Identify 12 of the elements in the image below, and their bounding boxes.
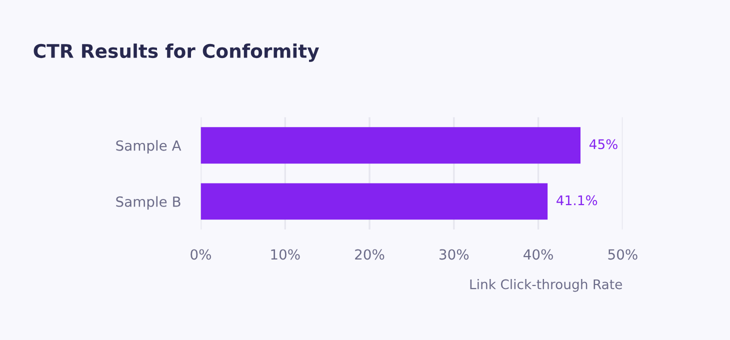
data-label: 45% — [589, 139, 618, 150]
x-tick-label: 40% — [524, 249, 553, 260]
x-tick-label: 20% — [355, 249, 384, 260]
x-tick-label: 50% — [608, 249, 638, 260]
x-axis-title: Link Click-through Rate — [470, 279, 622, 292]
chart-title: CTR Results for Conformity — [34, 44, 320, 62]
y-tick-label: Sample A — [116, 140, 182, 154]
data-label: 41.1% — [556, 195, 598, 206]
y-tick-label: Sample B — [116, 196, 180, 210]
x-tick-label: 0% — [190, 249, 211, 260]
x-tick-label: 30% — [440, 249, 469, 260]
x-tick-label: 10% — [271, 249, 300, 260]
